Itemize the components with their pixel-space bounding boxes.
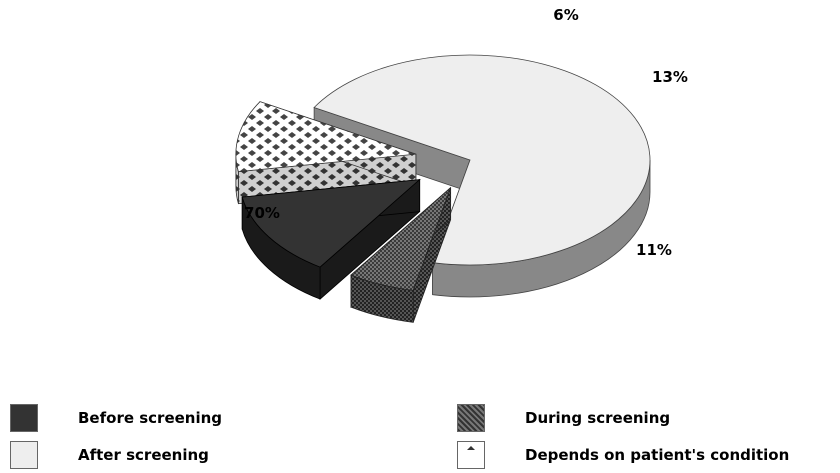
data-label-after-screening: 70% — [244, 204, 280, 222]
legend-swatch-during-screening — [457, 404, 485, 432]
legend-swatch-after-screening — [10, 441, 38, 469]
legend-label-during-screening: During screening — [525, 409, 671, 427]
legend-swatch-depends-on-condition — [457, 441, 485, 469]
legend-item-after-screening: After screening — [10, 441, 209, 469]
pie-slice-depends-on-patient-s-condition — [235, 101, 417, 205]
data-label-before-screening: 13% — [652, 68, 688, 86]
pie-slice-during-screening — [350, 186, 452, 323]
data-label-depends-on-patient-s-condition: 11% — [636, 241, 672, 259]
legend-item-before-screening: Before screening — [10, 404, 222, 432]
legend-swatch-before-screening — [10, 404, 38, 432]
data-label-during-screening: 6% — [553, 6, 578, 24]
legend-label-after-screening: After screening — [78, 446, 209, 464]
pie-slice-after-screening — [313, 54, 651, 298]
legend-label-depends-on-condition: Depends on patient's condition — [525, 446, 790, 464]
legend: Before screening During screening After … — [0, 398, 840, 469]
legend-item-during-screening: During screening — [457, 404, 670, 432]
pie-slice-before-screening — [241, 178, 421, 300]
legend-item-depends-on-condition: Depends on patient's condition — [457, 441, 789, 469]
legend-label-before-screening: Before screening — [78, 409, 223, 427]
